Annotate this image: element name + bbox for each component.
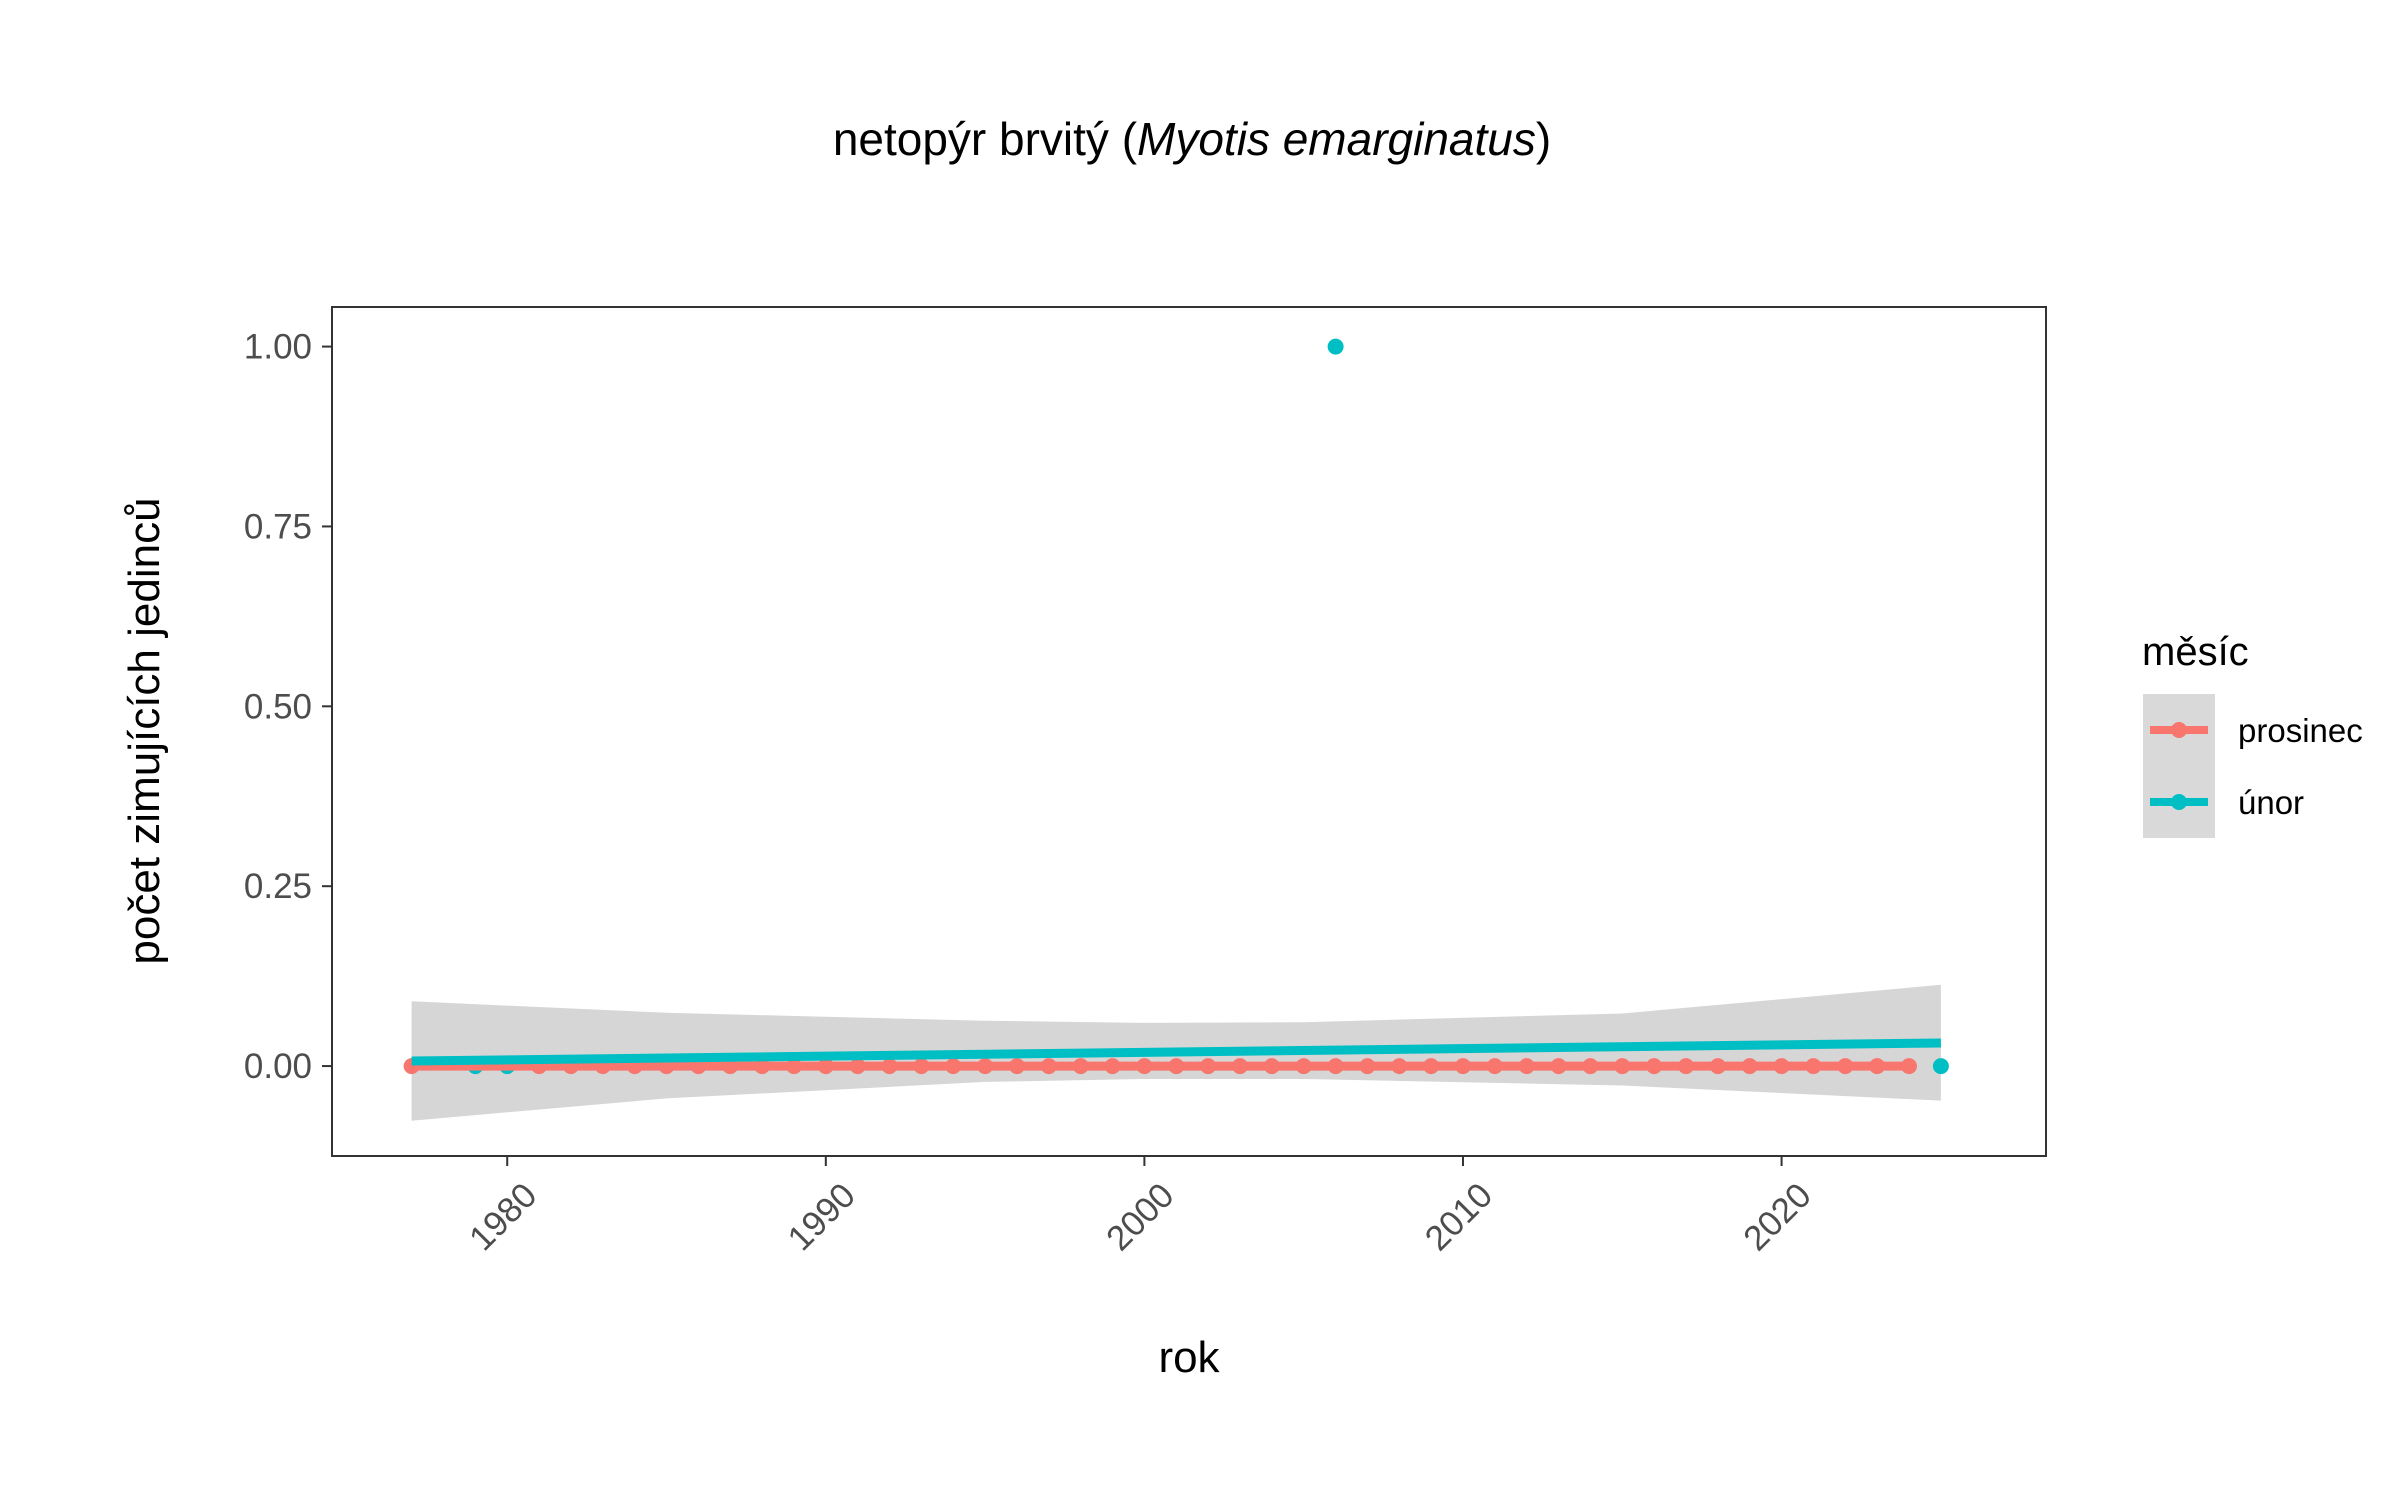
- legend-label: prosinec: [2238, 712, 2363, 749]
- trend-line-2: [411, 1038, 1941, 1066]
- chart-title: netopýr brvitý (Myotis emarginatus): [833, 113, 1551, 165]
- axes: 0.00 0.25 0.50 0.75 1.00 1980 1990 2000 2010 2020: [244, 328, 1819, 1259]
- x-tick-label: 2010: [1418, 1176, 1501, 1259]
- y-tick-label: 0.25: [244, 867, 312, 906]
- chart-title-close: ): [1536, 113, 1551, 165]
- x-tick-label: 1990: [780, 1176, 863, 1259]
- x-tick-label: 1980: [462, 1176, 545, 1259]
- data-point-2: [1327, 338, 1344, 355]
- chart-title-plain: netopýr brvitý (: [833, 113, 1138, 165]
- x-tick-label: 2000: [1099, 1176, 1182, 1259]
- y-tick-label: 0.50: [244, 687, 312, 726]
- y-tick-label: 0.00: [244, 1047, 312, 1086]
- data-point-2: [1932, 1058, 1949, 1075]
- x-axis-title: rok: [1158, 1333, 1220, 1382]
- legend-key-point: [2171, 794, 2187, 810]
- y-tick-label: 0.75: [244, 507, 312, 546]
- y-tick-label: 1.00: [244, 328, 312, 367]
- legend: měsíc prosinec únor: [2142, 630, 2363, 838]
- plot-area: [403, 338, 1949, 1121]
- legend-label: únor: [2238, 784, 2304, 821]
- chart-title-italic: Myotis emarginatus: [1137, 113, 1536, 165]
- legend-title: měsíc: [2142, 630, 2249, 674]
- y-axis-title: počet zimujících jedinců: [120, 497, 169, 964]
- panel-border: [331, 306, 2047, 1157]
- x-tick-label: 2020: [1736, 1176, 1819, 1259]
- legend-key-point: [2171, 722, 2187, 738]
